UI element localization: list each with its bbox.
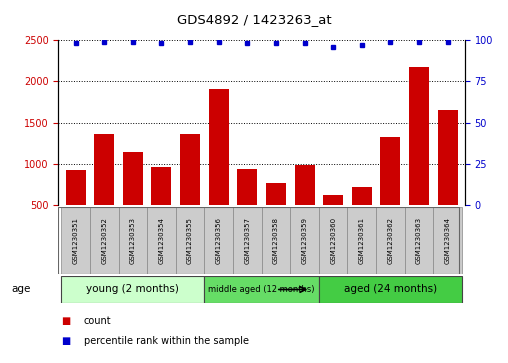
Text: GSM1230363: GSM1230363: [416, 217, 422, 264]
Text: GSM1230358: GSM1230358: [273, 217, 279, 264]
Bar: [409, 67, 429, 205]
Bar: [405, 207, 433, 274]
Text: GSM1230364: GSM1230364: [444, 217, 451, 264]
Text: aged (24 months): aged (24 months): [344, 285, 437, 294]
Text: GSM1230351: GSM1230351: [73, 217, 79, 264]
Bar: [380, 137, 400, 205]
Bar: [209, 89, 229, 205]
Text: GSM1230353: GSM1230353: [130, 217, 136, 264]
Bar: [437, 110, 458, 205]
Bar: [290, 207, 319, 274]
Text: middle aged (12 months): middle aged (12 months): [208, 285, 315, 294]
Text: GSM1230355: GSM1230355: [187, 217, 193, 264]
Text: GDS4892 / 1423263_at: GDS4892 / 1423263_at: [177, 13, 331, 26]
Text: GSM1230354: GSM1230354: [158, 217, 165, 264]
Text: GSM1230359: GSM1230359: [302, 217, 307, 264]
Text: count: count: [84, 316, 111, 326]
Text: GSM1230361: GSM1230361: [359, 217, 365, 264]
Bar: [266, 183, 286, 205]
Bar: [233, 207, 262, 274]
Text: GSM1230352: GSM1230352: [101, 217, 107, 264]
Bar: [151, 167, 172, 205]
Bar: [123, 152, 143, 205]
Bar: [94, 134, 114, 205]
Bar: [433, 207, 462, 274]
Bar: [352, 187, 372, 205]
Text: GSM1230360: GSM1230360: [330, 217, 336, 264]
Bar: [262, 207, 290, 274]
Bar: [319, 276, 462, 303]
Bar: [147, 207, 176, 274]
Text: ■: ■: [61, 316, 70, 326]
Bar: [66, 170, 86, 205]
Bar: [204, 276, 319, 303]
Bar: [176, 207, 204, 274]
Text: ■: ■: [61, 336, 70, 346]
Bar: [204, 207, 233, 274]
Bar: [61, 276, 204, 303]
Text: age: age: [11, 285, 30, 294]
Bar: [376, 207, 405, 274]
Bar: [323, 195, 343, 205]
Bar: [319, 207, 347, 274]
Text: young (2 months): young (2 months): [86, 285, 179, 294]
Bar: [180, 134, 200, 205]
Text: GSM1230356: GSM1230356: [216, 217, 221, 264]
Bar: [295, 166, 314, 205]
Bar: [237, 169, 258, 205]
Bar: [118, 207, 147, 274]
Bar: [90, 207, 118, 274]
Text: GSM1230357: GSM1230357: [244, 217, 250, 264]
Bar: [347, 207, 376, 274]
Bar: [61, 207, 90, 274]
Text: GSM1230362: GSM1230362: [388, 217, 393, 264]
Text: percentile rank within the sample: percentile rank within the sample: [84, 336, 249, 346]
